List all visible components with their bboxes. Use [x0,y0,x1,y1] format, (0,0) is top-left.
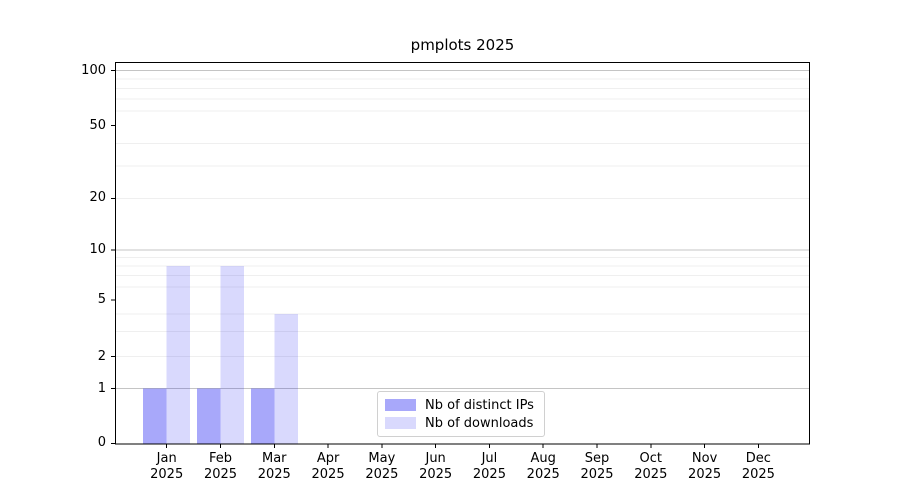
x-tick-line: Aug [530,451,556,466]
x-tick-label: Sep 2025 [565,451,629,483]
x-tick-line: Feb [208,451,232,466]
x-tick-line: 2025 [150,467,184,482]
legend-swatch-distinct-ips [385,399,416,411]
bar-distinct-ips [250,388,275,444]
x-tick-line: Jan [156,451,177,466]
x-tick-label: Jul 2025 [457,451,521,483]
legend-label-distinct-ips: Nb of distinct IPs [425,397,534,413]
y-tick-label: 50 [89,117,106,133]
x-tick-label: Oct 2025 [619,451,683,483]
bar-downloads [274,313,298,444]
legend-label-downloads: Nb of downloads [425,415,534,431]
legend: Nb of distinct IPs Nb of downloads [377,391,545,437]
x-tick-line: 2025 [580,467,614,482]
x-tick-line: Sep [584,451,610,466]
plot-border [115,62,810,445]
x-tick-line: Nov [691,451,718,466]
x-tick-label: Dec 2025 [726,451,790,483]
x-tick-label: Jan 2025 [135,451,199,483]
y-tick-label: 20 [89,190,106,206]
x-tick-line: 2025 [526,467,560,482]
x-tick-line: 2025 [257,467,291,482]
x-tick-line: Jul [481,451,498,466]
x-tick-label: Feb 2025 [188,451,252,483]
x-tick-line: Apr [316,451,340,466]
x-tick-line: 2025 [688,467,722,482]
bar-distinct-ips [196,388,221,444]
chart-title: pmplots 2025 [410,36,515,54]
x-tick-line: 2025 [472,467,506,482]
x-tick-label: May 2025 [350,451,414,483]
x-tick-label: Mar 2025 [242,451,306,483]
y-tick-label: 10 [89,242,106,257]
x-tick-label: Aug 2025 [511,451,575,483]
y-tick-label: 2 [97,348,106,364]
y-tick-label: 0 [97,435,106,451]
x-tick-line: 2025 [311,467,345,482]
x-tick-line: Dec [745,451,771,466]
x-tick-label: Jun 2025 [404,451,468,483]
y-tick-label: 100 [81,62,106,78]
x-tick-line: 2025 [203,467,238,482]
x-tick-label: Nov 2025 [673,451,737,483]
x-tick-label: Apr 2025 [296,451,360,483]
bar-distinct-ips [143,388,167,444]
y-tick-label: 5 [97,292,106,307]
x-tick-line: 2025 [741,467,775,482]
x-tick-line: Jun [425,451,446,466]
x-tick-line: 2025 [365,467,399,482]
legend-item-downloads: Nb of downloads [385,415,536,432]
bar-downloads [220,266,244,444]
x-tick-line: 2025 [419,467,453,482]
legend-swatch-downloads [385,417,416,429]
x-tick-line: May [368,451,396,466]
legend-item-distinct-ips: Nb of distinct IPs [385,397,536,414]
bar-downloads [166,266,191,444]
x-tick-line: 2025 [634,467,668,482]
x-tick-line: Mar [262,451,287,466]
x-tick-line: Oct [639,451,663,466]
y-tick-label: 1 [97,380,106,396]
